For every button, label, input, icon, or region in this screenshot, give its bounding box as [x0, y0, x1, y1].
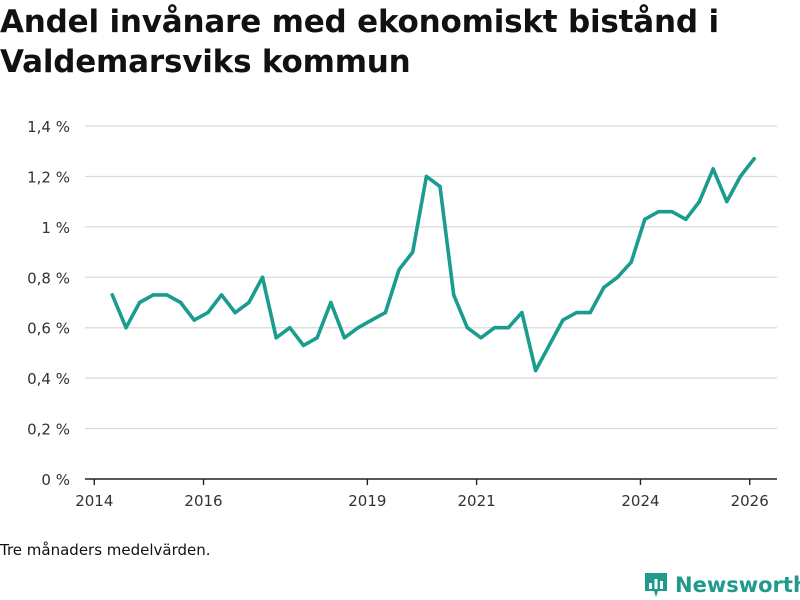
data-point	[506, 326, 510, 330]
data-point	[533, 368, 538, 373]
data-point	[411, 250, 415, 254]
y-tick-label: 1 %	[41, 219, 70, 237]
data-point	[574, 310, 579, 315]
x-tick-label: 2016	[184, 492, 222, 510]
data-point	[274, 336, 278, 340]
data-point	[588, 310, 592, 315]
data-point	[602, 285, 606, 290]
data-point	[656, 210, 661, 214]
newsworthy-logo-icon	[645, 573, 667, 597]
data-point	[137, 300, 142, 305]
gridlines	[85, 125, 777, 430]
data-point	[615, 275, 620, 279]
data-point	[247, 300, 251, 305]
y-tick-label: 0 %	[41, 471, 70, 489]
data-point	[397, 268, 401, 272]
x-tick-label: 2026	[731, 492, 769, 510]
footnote: Tre månaders medelvärden.	[0, 541, 211, 559]
data-point	[192, 318, 196, 322]
y-tick-label: 0,8 %	[27, 269, 70, 287]
data-point	[725, 199, 729, 204]
brand-logo: Newsworthy	[645, 571, 800, 599]
chart-title: Andel invånare med ekonomiskt bistånd i …	[0, 4, 719, 80]
data-point	[738, 174, 743, 179]
data-point	[110, 293, 115, 297]
data-point	[451, 293, 456, 297]
y-tick-label: 1,4 %	[27, 118, 70, 136]
data-point	[670, 210, 674, 214]
data-point	[301, 343, 306, 348]
data-point	[124, 326, 128, 330]
data-point	[370, 318, 374, 322]
data-point	[356, 326, 360, 330]
data-point	[151, 293, 155, 297]
y-tick-label: 0,6 %	[27, 320, 70, 338]
data-point	[260, 275, 265, 279]
data-point	[684, 217, 688, 221]
x-tick-label: 2014	[75, 492, 113, 510]
data-point	[288, 326, 292, 330]
data-point	[465, 326, 470, 330]
data-point	[520, 310, 524, 315]
data-point	[479, 336, 483, 340]
data-point	[697, 199, 702, 204]
y-tick-label: 0,4 %	[27, 370, 70, 388]
data-point	[438, 184, 442, 189]
series-line-0	[110, 157, 756, 373]
data-point	[178, 300, 183, 305]
data-point	[629, 260, 633, 264]
data-point	[342, 336, 347, 340]
data-point	[233, 310, 237, 315]
data-point	[492, 326, 497, 330]
data-point	[752, 157, 756, 161]
data-point	[329, 300, 333, 305]
data-point	[219, 293, 224, 297]
data-point	[711, 167, 715, 171]
data-point	[643, 217, 647, 221]
data-point	[383, 310, 388, 315]
data-point	[561, 318, 565, 322]
data-point	[165, 293, 169, 297]
x-tick-label: 2024	[621, 492, 659, 510]
x-tick-label: 2019	[348, 492, 386, 510]
series-group	[110, 157, 756, 373]
data-point	[424, 174, 429, 179]
data-point	[315, 336, 319, 340]
y-axis-tick-labels: 0 % 0,2 % 0,4 % 0,6 % 0,8 % 1 % 1,2 % 1,4 %	[27, 118, 70, 489]
data-point	[547, 343, 551, 348]
x-axis: 2014 2016 2019 2021 2024 2026	[75, 478, 777, 510]
brand-name: Newsworthy	[675, 573, 800, 597]
data-point	[206, 310, 210, 315]
y-tick-label: 0,2 %	[27, 421, 70, 439]
x-tick-label: 2021	[458, 492, 496, 510]
y-tick-label: 1,2 %	[27, 168, 70, 186]
